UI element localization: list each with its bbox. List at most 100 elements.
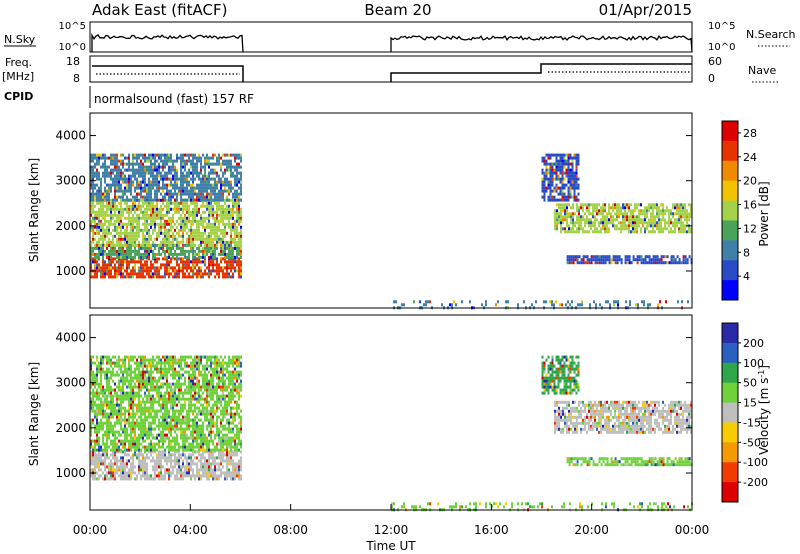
- data-cell: [218, 225, 220, 229]
- data-cell: [102, 243, 104, 247]
- data-cell: [204, 219, 206, 223]
- data-cell: [128, 355, 130, 359]
- data-cell: [579, 303, 581, 307]
- data-cell: [162, 183, 164, 187]
- data-cell: [566, 203, 568, 207]
- data-cell: [632, 212, 634, 216]
- data-cell: [208, 204, 210, 208]
- data-cell: [102, 174, 104, 178]
- data-cell: [106, 156, 108, 160]
- data-cell: [196, 468, 198, 472]
- data-cell: [150, 210, 152, 214]
- data-cell: [622, 224, 624, 228]
- data-cell: [626, 255, 629, 259]
- data-cell: [192, 219, 194, 223]
- data-cell: [210, 252, 212, 256]
- data-cell: [110, 471, 112, 475]
- data-cell: [200, 222, 202, 226]
- data-cell: [188, 171, 190, 175]
- data-cell: [562, 209, 564, 213]
- data-cell: [134, 436, 136, 440]
- data-cell: [190, 246, 192, 250]
- data-cell: [204, 462, 206, 466]
- data-cell: [132, 249, 134, 253]
- data-cell: [126, 394, 128, 398]
- data-cell: [194, 266, 196, 270]
- data-cell: [672, 261, 675, 265]
- data-cell: [598, 230, 600, 234]
- data-cell: [98, 409, 100, 413]
- data-cell: [164, 177, 166, 181]
- data-cell: [104, 216, 106, 220]
- data-cell: [170, 207, 172, 211]
- data-cell: [212, 198, 214, 202]
- data-cell: [190, 269, 192, 273]
- data-cell: [557, 162, 560, 166]
- data-cell: [188, 216, 190, 220]
- data-cell: [188, 234, 190, 238]
- data-cell: [144, 462, 146, 466]
- data-cell: [118, 439, 120, 443]
- data-cell: [557, 186, 560, 190]
- data-cell: [94, 376, 96, 380]
- data-cell: [118, 433, 120, 437]
- data-cell: [120, 456, 122, 460]
- data-cell: [130, 180, 132, 184]
- data-cell: [577, 177, 580, 181]
- data-cell: [206, 162, 208, 166]
- data-cell: [104, 468, 106, 472]
- data-cell: [92, 237, 94, 241]
- data-cell: [240, 210, 242, 214]
- data-cell: [156, 442, 158, 446]
- data-cell: [94, 439, 96, 443]
- data-cell: [116, 153, 118, 157]
- data-cell: [108, 269, 110, 273]
- data-cell: [234, 174, 236, 178]
- data-cell: [204, 171, 206, 175]
- data-cell: [222, 234, 224, 238]
- data-cell: [152, 385, 154, 389]
- data-cell: [222, 272, 224, 276]
- data-cell: [395, 300, 397, 304]
- data-cell: [100, 195, 102, 199]
- data-cell: [451, 303, 453, 307]
- data-cell: [144, 183, 146, 187]
- data-cell: [612, 224, 614, 228]
- data-cell: [146, 207, 148, 211]
- data-cell: [138, 252, 140, 256]
- data-cell: [108, 430, 110, 434]
- data-cell: [94, 216, 96, 220]
- data-cell: [571, 174, 574, 178]
- data-cell: [686, 215, 688, 219]
- data-cell: [176, 210, 178, 214]
- data-cell: [96, 240, 98, 244]
- data-cell: [94, 222, 96, 226]
- data-cell: [664, 224, 666, 228]
- data-cell: [92, 462, 94, 466]
- data-cell: [140, 180, 142, 184]
- data-cell: [549, 183, 552, 187]
- data-cell: [567, 300, 569, 304]
- data-cell: [118, 213, 120, 217]
- data-cell: [106, 189, 108, 193]
- data-cell: [174, 269, 176, 273]
- data-cell: [680, 218, 682, 222]
- data-cell: [96, 159, 98, 163]
- data-cell: [606, 215, 608, 219]
- data-cell: [106, 183, 108, 187]
- data-cell: [566, 215, 568, 219]
- data-cell: [186, 219, 188, 223]
- data-cell: [240, 165, 242, 169]
- data-cell: [130, 477, 132, 481]
- data-cell: [196, 450, 198, 454]
- data-cell: [630, 224, 632, 228]
- data-cell: [172, 165, 174, 169]
- data-cell: [156, 474, 158, 478]
- data-cell: [160, 186, 162, 190]
- data-cell: [120, 394, 122, 398]
- data-cell: [576, 261, 579, 265]
- colorbar-swatch: [722, 121, 738, 142]
- data-cell: [628, 209, 630, 213]
- data-cell: [112, 237, 114, 241]
- data-cell: [226, 462, 228, 466]
